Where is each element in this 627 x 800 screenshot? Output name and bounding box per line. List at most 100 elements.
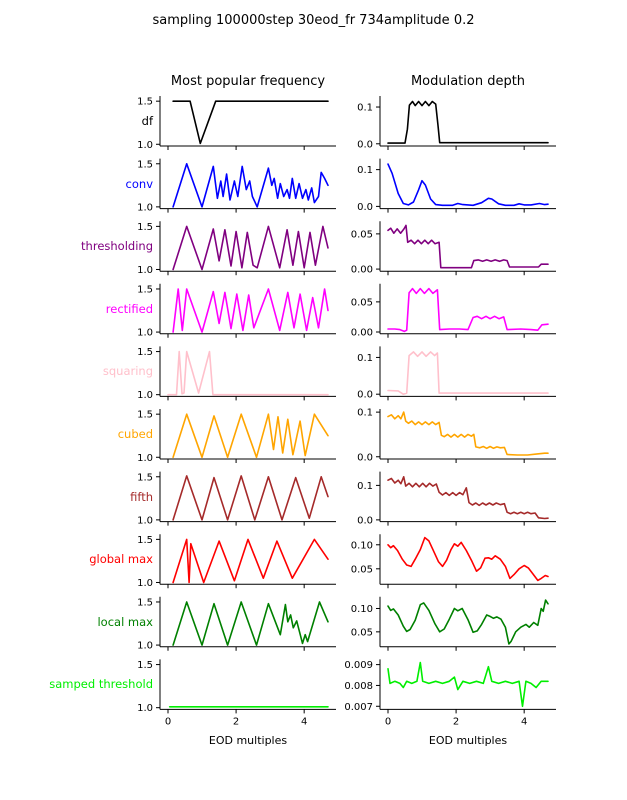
data-line-df-right (387, 100, 549, 144)
y-tick-label: 0.05 (351, 297, 373, 308)
subplot-rectified-right: 0.00 0.05 (351, 283, 556, 338)
y-tick-label: 0.05 (351, 627, 373, 638)
x-tick-label: 2 (453, 716, 459, 727)
y-tick-label: 0.009 (344, 660, 373, 671)
column-header-modulation-depth: Modulation depth (410, 74, 526, 89)
y-tick-label: 0.0 (357, 515, 373, 526)
x-tick-label: 4 (301, 716, 307, 727)
y-tick-label: 1.0 (137, 515, 153, 526)
subplot-df-left: 1.0 1.5 (137, 96, 336, 151)
y-tick-label: 1.5 (137, 347, 153, 358)
row-label-thresholding: thresholding (81, 239, 153, 254)
data-line-local-max-left (172, 601, 329, 646)
y-tick-label: 1.0 (137, 641, 153, 652)
y-tick-label: 0.0 (357, 202, 373, 213)
data-line-conv-left (172, 163, 329, 208)
subplot-cubed-right: 0.0 0.1 (357, 408, 556, 463)
y-tick-label: 1.5 (137, 660, 153, 671)
data-line-rectified-left (172, 288, 329, 333)
subplot-df-right: 0.0 0.1 (357, 96, 556, 150)
subplot-conv-left: 1.0 1.5 (137, 158, 336, 213)
data-line-fifth-left (172, 475, 329, 521)
subplot-fifth-right: 0.0 0.1 (357, 471, 556, 526)
data-line-thresholding-right (387, 224, 549, 269)
x-tick-label: 4 (521, 716, 527, 727)
figure-title: sampling 100000step 30eod_fr 734amplitud… (152, 13, 475, 28)
y-tick-label: 1.0 (137, 703, 153, 714)
subplot-thresholding-left: 1.0 1.5 (137, 221, 336, 276)
subplot-local-max-right: 0.05 0.10 (351, 596, 556, 651)
x-tick-label: 0 (165, 716, 171, 727)
y-tick-label: 0.1 (357, 353, 373, 364)
x-tick-label: 0 (385, 716, 391, 727)
y-tick-label: 1.5 (137, 535, 153, 546)
y-tick-label: 1.5 (137, 472, 153, 483)
row-label-local-max: local max (97, 614, 153, 629)
subplot-thresholding-right: 0.00 0.05 (351, 221, 556, 276)
y-tick-label: 0.05 (351, 564, 373, 575)
data-line-df-left (172, 100, 329, 145)
column-header-most-popular-frequency: Most popular frequency (170, 74, 326, 89)
y-tick-label: 0.10 (351, 540, 373, 551)
row-label-conv: conv (125, 176, 153, 191)
y-tick-label: 1.5 (137, 284, 153, 295)
subplot-conv-right: 0.0 0.1 (357, 158, 556, 213)
y-tick-label: 0.10 (351, 604, 373, 615)
y-tick-label: 0.007 (344, 702, 373, 713)
x-tick-label: 2 (233, 716, 239, 727)
data-line-local-max-right (387, 599, 549, 645)
y-tick-label: 1.0 (137, 202, 153, 213)
subplot-cubed-left: 1.0 1.5 (137, 409, 336, 464)
data-line-global-max-right (387, 536, 549, 582)
y-tick-label: 1.0 (137, 453, 153, 464)
row-label-squaring: squaring (102, 364, 153, 379)
y-tick-label: 0.1 (357, 481, 373, 492)
subplot-global-max-left: 1.0 1.5 (137, 534, 336, 589)
y-tick-label: 1.0 (137, 328, 153, 339)
subplot-local-max-left: 1.0 1.5 (137, 596, 336, 652)
row-label-df: df (141, 114, 153, 128)
subplot-fifth-left: 1.0 1.5 (137, 471, 336, 526)
y-tick-label: 0.1 (357, 165, 373, 176)
x-axis-label-left: EOD multiples (208, 734, 288, 747)
row-label-global-max: global max (89, 552, 153, 567)
y-tick-label: 1.5 (137, 97, 153, 108)
y-tick-label: 0.008 (344, 681, 373, 692)
y-tick-label: 1.0 (137, 140, 153, 151)
row-label-rectified: rectified (105, 301, 153, 316)
y-tick-label: 1.5 (137, 597, 153, 608)
data-line-thresholding-left (172, 225, 329, 271)
data-line-conv-right (387, 163, 549, 207)
x-axis-label-right: EOD multiples (428, 734, 508, 747)
y-tick-label: 0.1 (357, 408, 373, 419)
y-tick-label: 1.5 (137, 222, 153, 233)
data-line-cubed-right (387, 411, 549, 456)
subplot-rectified-left: 1.0 1.5 (137, 283, 336, 339)
data-line-fifth-right (387, 476, 549, 520)
y-tick-label: 0.0 (357, 452, 373, 463)
y-tick-label: 1.0 (137, 390, 153, 401)
subplot-global-max-right: 0.05 0.10 (351, 534, 556, 589)
y-tick-label: 0.0 (357, 139, 373, 150)
subplot-samped-threshold-left: 1.0 1.5 0 2 4 (137, 659, 336, 727)
data-line-samped-threshold-right (387, 661, 549, 708)
y-tick-label: 1.5 (137, 410, 153, 421)
y-tick-label: 1.0 (137, 578, 153, 589)
y-tick-label: 0.05 (351, 229, 373, 240)
y-tick-label: 0.00 (351, 265, 373, 276)
y-tick-label: 0.0 (357, 390, 373, 401)
data-line-squaring-right (387, 351, 549, 395)
row-label-samped-threshold: samped threshold (49, 677, 153, 692)
subplot-squaring-right: 0.0 0.1 (357, 346, 556, 401)
data-line-cubed-left (172, 413, 329, 459)
data-line-global-max-left (172, 538, 329, 584)
y-tick-label: 1.0 (137, 265, 153, 276)
row-label-cubed: cubed (117, 427, 153, 441)
y-tick-label: 1.5 (137, 159, 153, 170)
subplot-samped-threshold-right: 0.007 0.008 0.009 0 2 4 (344, 659, 556, 727)
subplot-squaring-left: 1.0 1.5 (137, 346, 336, 401)
data-line-squaring-left (167, 350, 329, 396)
row-label-fifth: fifth (130, 489, 153, 504)
